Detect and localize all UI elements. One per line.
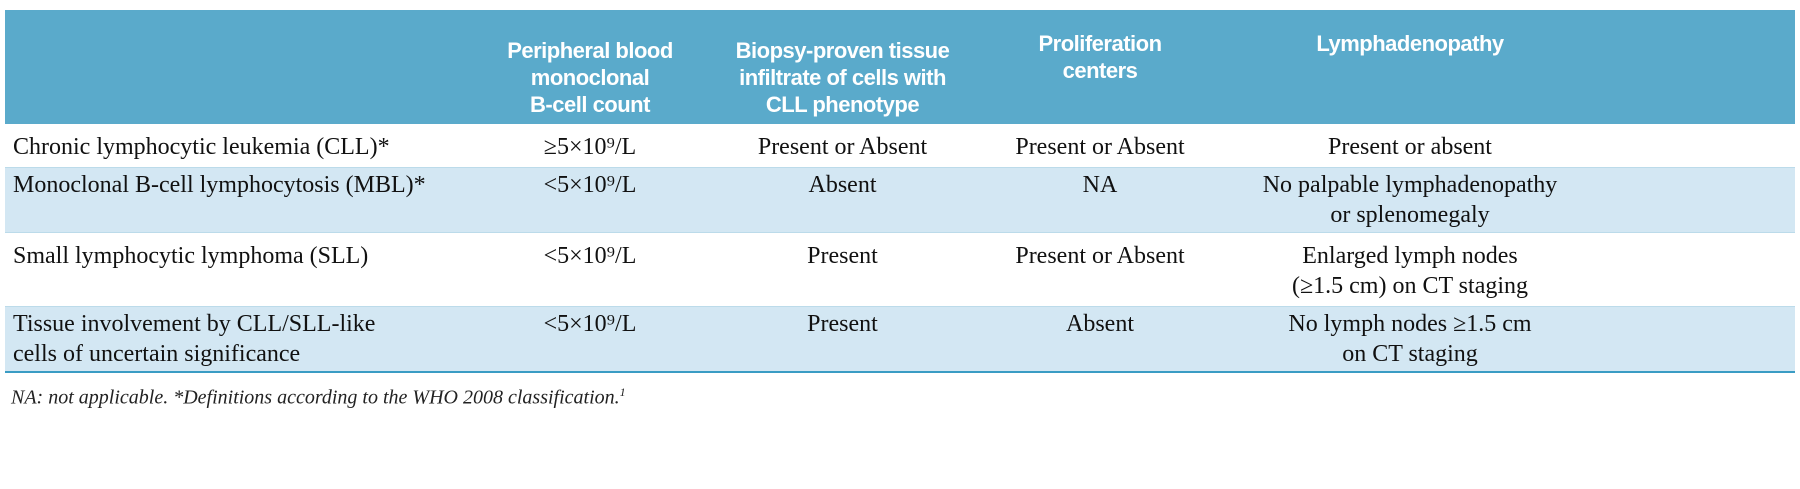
table-row: Monoclonal B-cell lymphocytosis (MBL)* <… bbox=[5, 167, 1795, 233]
cell-count: <5×10⁹/L bbox=[470, 232, 710, 307]
cell-line: Tissue involvement by CLL/SLL-like bbox=[13, 311, 376, 337]
header-line: infiltrate of cells with bbox=[739, 65, 946, 90]
cell-infiltrate: Present or Absent bbox=[710, 124, 975, 168]
header-line: CLL phenotype bbox=[765, 92, 920, 117]
footnote-reference: 1 bbox=[619, 385, 626, 399]
cell-proliferation: Present or Absent bbox=[975, 124, 1225, 168]
header-line: Lymphadenopathy bbox=[1316, 31, 1504, 56]
header-infiltrate: Biopsy-proven tissue infiltrate of cells … bbox=[710, 10, 975, 124]
cell-lymph: Enlarged lymph nodes (≥1.5 cm) on CT stag… bbox=[1225, 232, 1595, 307]
cell-line: Chronic lymphocytic leukemia (CLL)* bbox=[13, 134, 390, 160]
header-blank bbox=[5, 10, 470, 124]
cell-line: No lymph nodes ≥1.5 cm bbox=[1288, 311, 1532, 337]
row-name: Small lymphocytic lymphoma (SLL) bbox=[5, 232, 470, 307]
cell-line: Small lymphocytic lymphoma (SLL) bbox=[13, 243, 369, 269]
cell-line: cells of uncertain significance bbox=[13, 341, 301, 367]
page-content: Peripheral blood monoclonal B-cell count B… bbox=[5, 10, 1800, 411]
cell-spacer bbox=[1595, 167, 1795, 233]
cell-line: on CT staging bbox=[1342, 341, 1478, 367]
cell-proliferation: Present or Absent bbox=[975, 232, 1225, 307]
table-row: Chronic lymphocytic leukemia (CLL)* ≥5×1… bbox=[5, 124, 1795, 168]
header-line: Peripheral blood bbox=[507, 38, 673, 63]
cell-line: or splenomegaly bbox=[1330, 202, 1490, 228]
cell-infiltrate: Absent bbox=[710, 167, 975, 233]
cell-lymph: Present or absent bbox=[1225, 124, 1595, 168]
cell-count: <5×10⁹/L bbox=[470, 167, 710, 233]
header-lymphadenopathy: Lymphadenopathy bbox=[1225, 10, 1595, 124]
cell-count: ≥5×10⁹/L bbox=[470, 124, 710, 168]
cell-line: No palpable lymphadenopathy bbox=[1262, 172, 1558, 198]
classification-table: Peripheral blood monoclonal B-cell count B… bbox=[5, 10, 1795, 373]
row-name: Monoclonal B-cell lymphocytosis (MBL)* bbox=[5, 167, 470, 233]
footnote-text: NA: not applicable. *Definitions accordi… bbox=[11, 386, 620, 409]
header-line: Biopsy-proven tissue bbox=[735, 38, 950, 63]
header-proliferation: Proliferation centers bbox=[975, 10, 1225, 124]
cell-spacer bbox=[1595, 306, 1795, 373]
cell-lymph: No lymph nodes ≥1.5 cm on CT staging bbox=[1225, 306, 1595, 373]
table-footnote: NA: not applicable. *Definitions accordi… bbox=[11, 379, 1800, 411]
header-bcell-count: Peripheral blood monoclonal B-cell count bbox=[470, 10, 710, 124]
cell-spacer bbox=[1595, 124, 1795, 168]
table-row: Tissue involvement by CLL/SLL-like cells … bbox=[5, 306, 1795, 373]
header-line: monoclonal bbox=[530, 65, 650, 90]
header-row: Peripheral blood monoclonal B-cell count B… bbox=[5, 10, 1795, 124]
cell-proliferation: NA bbox=[975, 167, 1225, 233]
cell-proliferation: Absent bbox=[975, 306, 1225, 373]
cell-line: Present or absent bbox=[1328, 134, 1492, 160]
cell-count: <5×10⁹/L bbox=[470, 306, 710, 373]
cell-line: Monoclonal B-cell lymphocytosis (MBL)* bbox=[13, 172, 426, 198]
header-line: B-cell count bbox=[530, 92, 650, 117]
header-line: Proliferation bbox=[1038, 31, 1162, 56]
header-line: centers bbox=[1062, 58, 1138, 83]
cell-spacer bbox=[1595, 232, 1795, 307]
cell-infiltrate: Present bbox=[710, 306, 975, 373]
cell-infiltrate: Present bbox=[710, 232, 975, 307]
cell-line: Enlarged lymph nodes bbox=[1302, 243, 1518, 269]
cell-line: (≥1.5 cm) on CT staging bbox=[1291, 273, 1529, 299]
cell-lymph: No palpable lymphadenopathy or splenomega… bbox=[1225, 167, 1595, 233]
row-name: Chronic lymphocytic leukemia (CLL)* bbox=[5, 124, 470, 168]
header-spacer bbox=[1595, 10, 1795, 124]
table-row: Small lymphocytic lymphoma (SLL) <5×10⁹/… bbox=[5, 232, 1795, 307]
row-name: Tissue involvement by CLL/SLL-like cells … bbox=[5, 306, 470, 373]
